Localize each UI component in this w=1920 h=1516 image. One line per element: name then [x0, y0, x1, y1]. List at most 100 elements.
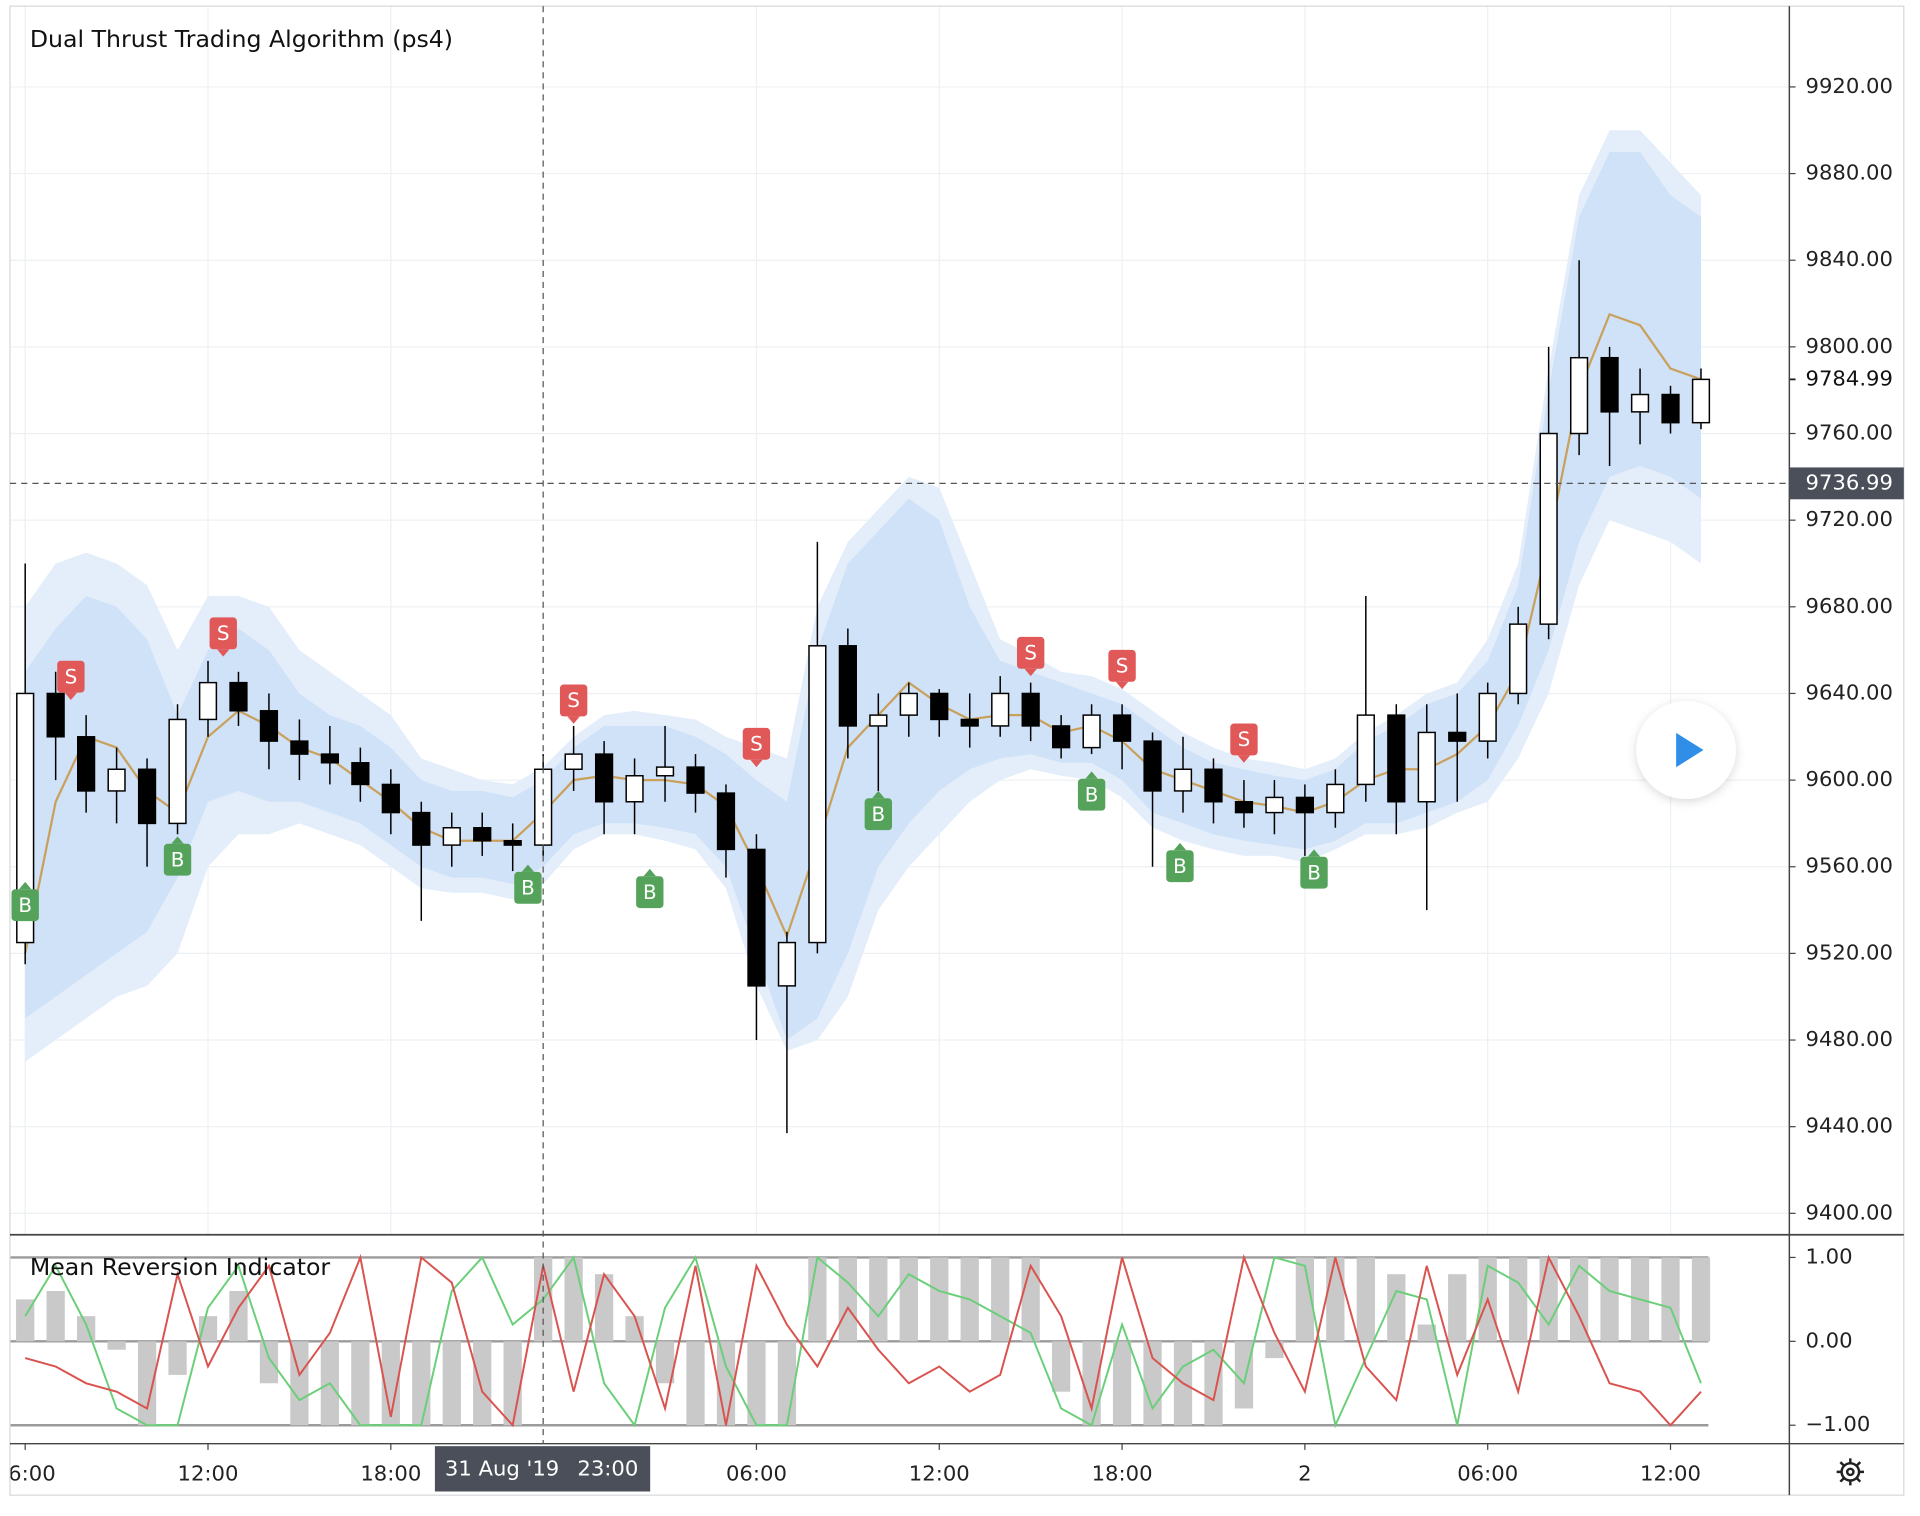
y-tick-label: 9600.00	[1806, 767, 1893, 791]
gear-hub[interactable]	[1845, 1467, 1855, 1477]
main-pane: S S S S S S S B B B B B B B B	[9, 6, 1790, 1235]
histogram-bar	[1204, 1341, 1223, 1426]
gear-teeth[interactable]	[1836, 1458, 1865, 1486]
signal-label: S	[1116, 655, 1129, 678]
signal-label: B	[1173, 855, 1187, 878]
buy-signal: B	[163, 836, 192, 876]
candle-body	[1356, 714, 1375, 786]
candle-body	[1417, 731, 1436, 803]
y-tick-label: 9440.00	[1806, 1114, 1893, 1138]
indicator-title: Mean Reversion Indicator	[30, 1253, 331, 1281]
signal-pointer	[171, 836, 184, 844]
x-tick-label: 12:00	[909, 1461, 970, 1485]
histogram-bar	[1082, 1341, 1101, 1426]
frame	[9, 5, 1905, 1496]
histogram-bar	[1509, 1257, 1528, 1342]
candle-body	[1448, 731, 1467, 742]
x-tick-label: 06:00	[0, 1461, 56, 1485]
signal-box	[1108, 649, 1136, 682]
candle-body	[1052, 725, 1071, 749]
signal-box	[163, 843, 192, 876]
candle-body	[1387, 714, 1406, 803]
signal-pointer	[750, 759, 763, 768]
x-tick-label: 2	[1298, 1461, 1311, 1485]
play-icon[interactable]	[1676, 732, 1704, 768]
candle-body	[473, 827, 492, 842]
candle-body	[503, 840, 522, 846]
signal-box	[209, 617, 237, 650]
buy-signal: B	[1166, 842, 1194, 883]
candle-body	[1600, 356, 1619, 413]
y-tick-label: 9520.00	[1806, 940, 1893, 964]
candle-body	[412, 811, 431, 846]
histogram-bar	[899, 1257, 918, 1342]
histogram-bar	[747, 1341, 766, 1426]
histogram-bar	[381, 1341, 400, 1426]
candle-body	[1112, 714, 1132, 742]
candle-body	[137, 768, 157, 825]
histogram-bar	[1143, 1341, 1162, 1426]
candle-body	[808, 645, 827, 944]
y-tick-label: 9680.00	[1806, 594, 1893, 618]
histogram-bar	[1661, 1257, 1680, 1342]
y-tick-label: 9480.00	[1806, 1027, 1893, 1051]
histogram-bar	[1356, 1257, 1375, 1342]
time-axis: 06:00 12:00 18:00 06:00 12:00 18:00 2 06:00 12:0…	[0, 1443, 1701, 1485]
histogram-bar	[76, 1316, 96, 1342]
candle-body	[77, 736, 96, 792]
candle-body	[686, 766, 705, 794]
signal-pointer	[217, 649, 230, 657]
y-tick-label: 1.00	[1806, 1245, 1853, 1269]
signal-box	[742, 727, 771, 760]
signal-pointer	[1307, 849, 1321, 857]
signal-box	[57, 660, 85, 693]
signal-label: B	[18, 894, 32, 917]
signal-pointer	[1237, 755, 1251, 763]
chart-title: Dual Thrust Trading Algorithm (ps4)	[30, 25, 453, 53]
candle-body	[1326, 783, 1345, 814]
y-tick-label: 9720.00	[1806, 507, 1893, 531]
candle-body	[716, 792, 736, 851]
candle-body	[46, 692, 65, 738]
candle-body	[1143, 740, 1162, 792]
settings-button[interactable]	[1836, 1458, 1865, 1486]
histogram-bar	[503, 1341, 522, 1426]
indicator-line	[24, 1253, 1702, 1428]
buy-signal: B	[11, 881, 39, 922]
candle-body	[777, 941, 797, 987]
signal-pointer	[643, 868, 657, 877]
histogram-bar	[442, 1341, 461, 1426]
histogram-bar	[869, 1257, 888, 1342]
buy-signal: B	[1300, 849, 1328, 889]
crosshair-time-box	[434, 1446, 651, 1492]
signal-box	[11, 889, 39, 922]
histogram-bar	[1387, 1274, 1406, 1342]
candle-body	[351, 762, 370, 786]
signal-box	[636, 876, 664, 909]
y-tick-label: 9760.00	[1806, 421, 1893, 445]
y-tick-label: 0.00	[1806, 1328, 1853, 1352]
candle-body	[1691, 378, 1711, 424]
signal-box	[1300, 856, 1328, 889]
buy-signal: B	[514, 864, 542, 904]
signal-pointer	[18, 881, 32, 890]
candle-body	[1509, 623, 1528, 695]
histogram-bar	[838, 1257, 857, 1342]
histogram-bar	[1051, 1341, 1071, 1392]
inner-band	[25, 151, 1701, 1041]
signal-pointer	[1085, 771, 1098, 779]
candle-body	[930, 692, 949, 721]
signal-pointer	[872, 790, 885, 799]
candle-body	[869, 714, 888, 727]
play-button[interactable]	[1636, 701, 1736, 800]
candle-body	[838, 645, 857, 727]
candle-body	[655, 766, 675, 777]
crosshair-price-box	[1789, 467, 1904, 500]
signal-box	[1077, 778, 1106, 811]
signal-label: B	[171, 849, 185, 872]
candle-body	[290, 740, 309, 755]
candle-body	[1204, 768, 1223, 803]
signal-pointer	[1115, 681, 1129, 690]
candle-body	[442, 827, 461, 846]
candle-body	[1569, 356, 1589, 435]
